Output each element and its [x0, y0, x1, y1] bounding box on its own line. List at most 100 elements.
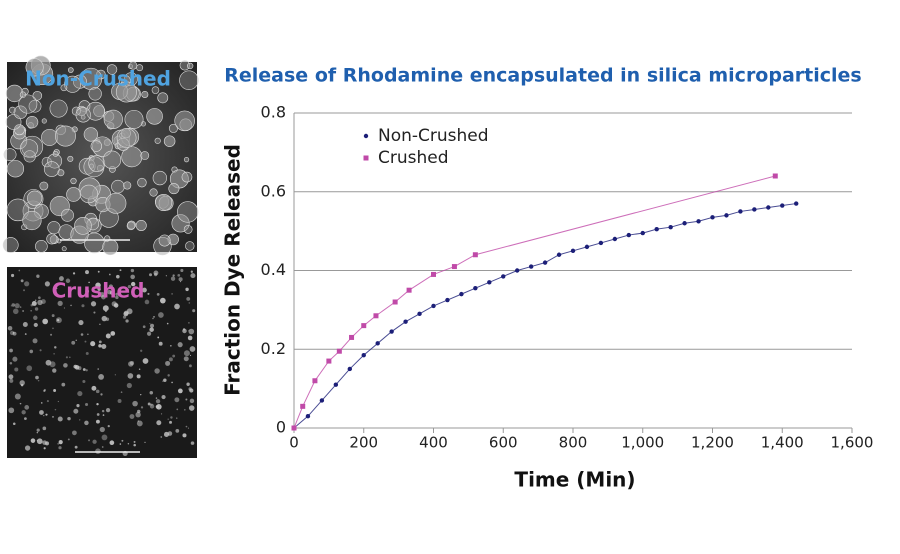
particle [42, 440, 47, 445]
particle [179, 281, 182, 283]
x-tick-label: 1,400 [761, 434, 804, 452]
particle [12, 356, 18, 362]
particle [95, 389, 100, 394]
data-point [392, 299, 398, 305]
legend-marker [363, 133, 369, 139]
particle [181, 171, 193, 183]
particle [105, 192, 127, 214]
particle [95, 282, 101, 289]
data-point [389, 329, 394, 334]
particle [95, 419, 100, 424]
x-tick-label: 600 [489, 434, 518, 452]
particle [52, 150, 59, 157]
particle [155, 399, 161, 404]
data-point [375, 341, 380, 346]
particle [97, 270, 100, 273]
y-tick-label: 0.2 [261, 339, 286, 358]
particle [7, 325, 13, 331]
particle [177, 201, 199, 223]
x-tick-label: 1,000 [621, 434, 664, 452]
particle [10, 273, 15, 278]
particle [83, 127, 99, 142]
particle [123, 310, 129, 316]
particle [157, 92, 169, 104]
particle [35, 375, 39, 380]
particle [140, 406, 144, 409]
particle [135, 412, 141, 418]
particle [130, 268, 135, 273]
particle [115, 274, 120, 279]
particle [141, 284, 143, 287]
data-point [336, 348, 342, 354]
particle [150, 403, 153, 406]
data-point [668, 224, 673, 230]
particle [171, 293, 173, 295]
particle [53, 353, 55, 355]
particle [177, 273, 181, 277]
particle [91, 385, 97, 391]
particle [43, 447, 46, 450]
particle [129, 361, 135, 366]
particle [122, 315, 127, 319]
particle [190, 270, 193, 273]
particle [146, 331, 152, 336]
particle [87, 333, 89, 336]
data-point [654, 226, 659, 232]
particle [22, 310, 24, 312]
particle [18, 269, 21, 272]
particle [187, 335, 193, 341]
particle [107, 289, 112, 295]
particle [96, 413, 100, 416]
particle [158, 234, 171, 247]
particle [28, 99, 42, 113]
particle [142, 358, 149, 364]
particle [101, 344, 107, 350]
legend-label: Non-Crushed [378, 126, 489, 146]
particle [24, 281, 30, 287]
particle [168, 123, 178, 133]
particle [95, 448, 101, 454]
particle [149, 404, 155, 409]
particle [80, 333, 84, 336]
particle [149, 273, 153, 277]
particle [187, 427, 189, 429]
data-point [300, 403, 306, 409]
particle [157, 336, 160, 339]
particle [127, 220, 136, 230]
particle [33, 322, 38, 328]
particle [39, 181, 49, 191]
particle [60, 84, 68, 92]
data-point [373, 313, 379, 319]
data-point [710, 215, 715, 220]
particle [102, 414, 105, 416]
particle [36, 439, 38, 442]
particle [105, 408, 111, 413]
particle [115, 81, 137, 103]
particle [25, 58, 44, 77]
particle [75, 107, 91, 123]
data-point [403, 319, 408, 324]
particle [55, 125, 76, 147]
particle [19, 306, 22, 309]
particle [149, 327, 154, 332]
particle [54, 408, 57, 411]
particle [30, 438, 36, 443]
particle [175, 429, 180, 433]
particle [49, 99, 68, 118]
particle [186, 382, 190, 386]
particle [189, 398, 195, 404]
particle [147, 292, 150, 295]
data-point [445, 297, 450, 303]
particle [140, 349, 143, 352]
particle [23, 289, 25, 292]
particle [179, 70, 199, 90]
particle [170, 276, 176, 281]
particle [174, 303, 180, 310]
particle [9, 330, 15, 336]
particle [20, 384, 24, 387]
particle [185, 398, 188, 401]
particle [12, 332, 15, 334]
particle [34, 299, 37, 302]
particle [178, 277, 183, 282]
